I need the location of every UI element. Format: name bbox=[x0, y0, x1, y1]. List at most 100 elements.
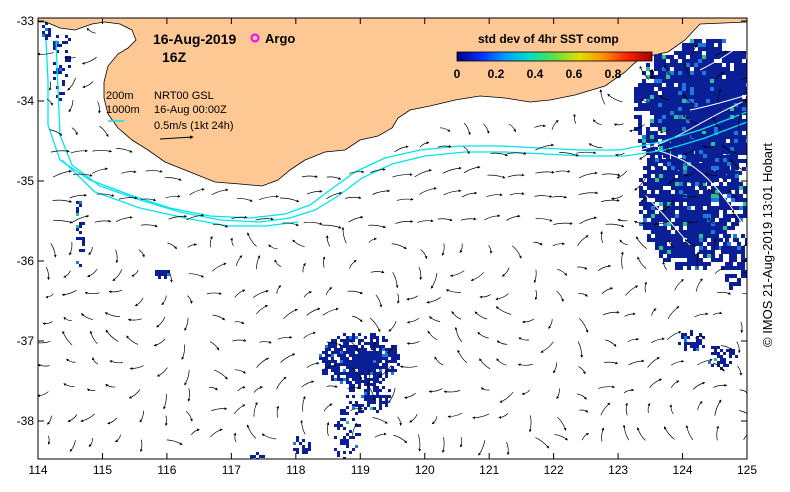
sst-pixel bbox=[710, 171, 714, 175]
sst-pixel bbox=[349, 339, 352, 342]
sst-pixel bbox=[397, 357, 400, 360]
sst-pixel bbox=[385, 363, 388, 366]
sst-pixel bbox=[679, 182, 683, 186]
current-vector-arrow bbox=[283, 308, 298, 320]
sst-pixel bbox=[76, 213, 79, 216]
sst-pixel bbox=[53, 47, 56, 50]
sst-pixel bbox=[706, 71, 710, 75]
sst-pixel bbox=[675, 206, 679, 210]
current-vector-arrow bbox=[742, 76, 747, 81]
sst-pixel bbox=[352, 404, 355, 407]
sst-pixel bbox=[718, 87, 722, 91]
sst-pixel bbox=[683, 178, 687, 182]
sst-pixel bbox=[302, 448, 305, 451]
sst-pixel bbox=[358, 342, 361, 345]
sst-pixel bbox=[650, 123, 654, 127]
sst-pixel bbox=[674, 51, 678, 55]
sst-pixel bbox=[646, 63, 650, 67]
current-vector-arrow bbox=[578, 293, 588, 297]
sst-pixel bbox=[683, 230, 687, 234]
sst-pixel bbox=[346, 442, 349, 445]
sst-pixel bbox=[679, 202, 683, 206]
sst-pixel bbox=[352, 354, 355, 357]
sst-pixel bbox=[355, 354, 358, 357]
sst-pixel bbox=[666, 143, 670, 147]
sst-pixel bbox=[646, 99, 650, 103]
sst-pixel bbox=[667, 146, 671, 150]
sst-pixel bbox=[687, 262, 691, 266]
sst-pixel bbox=[698, 55, 702, 59]
sst-pixel bbox=[643, 218, 647, 222]
sst-pixel bbox=[670, 115, 674, 119]
sst-pixel bbox=[686, 127, 690, 131]
sst-pixel bbox=[340, 372, 343, 375]
sst-pixel bbox=[349, 360, 352, 363]
sst-pixel bbox=[726, 119, 730, 123]
sst-pixel bbox=[42, 25, 45, 28]
sst-pixel bbox=[711, 218, 715, 222]
x-tick-label: 123 bbox=[608, 463, 628, 477]
current-vector-arrow bbox=[593, 119, 602, 126]
sst-pixel bbox=[742, 103, 746, 107]
sst-pixel bbox=[373, 378, 376, 381]
sst-pixel bbox=[686, 59, 690, 63]
sst-pixel bbox=[650, 107, 654, 111]
current-vector-arrow bbox=[449, 270, 465, 278]
current-vector-arrow bbox=[507, 173, 525, 178]
sst-pixel bbox=[715, 194, 719, 198]
sst-pixel bbox=[718, 115, 722, 119]
sst-pixel bbox=[698, 87, 702, 91]
sst-pixel bbox=[373, 375, 376, 378]
sst-pixel bbox=[687, 166, 691, 170]
current-vector-arrow bbox=[683, 172, 695, 177]
sst-pixel bbox=[367, 404, 370, 407]
current-vector-arrow bbox=[443, 189, 462, 196]
sst-pixel bbox=[364, 369, 367, 372]
sst-pixel bbox=[719, 174, 723, 178]
sst-pixel bbox=[391, 348, 394, 351]
current-vector-arrow bbox=[126, 335, 139, 345]
sst-pixel bbox=[707, 190, 711, 194]
sst-pixel bbox=[719, 186, 723, 190]
sst-pixel bbox=[719, 146, 723, 150]
sst-pixel bbox=[349, 336, 352, 339]
sst-pixel bbox=[646, 131, 650, 135]
sst-pixel bbox=[696, 345, 699, 348]
sst-pixel bbox=[722, 107, 726, 111]
sst-pixel bbox=[367, 369, 370, 372]
sst-pixel bbox=[710, 63, 714, 67]
sst-pixel bbox=[715, 162, 719, 166]
sst-pixel bbox=[675, 186, 679, 190]
sst-pixel bbox=[670, 99, 674, 103]
sst-pixel bbox=[699, 250, 703, 254]
current-vector-arrow bbox=[165, 194, 181, 199]
sst-pixel bbox=[674, 59, 678, 63]
sst-pixel bbox=[694, 91, 698, 95]
sst-pixel bbox=[76, 225, 79, 228]
sst-pixel bbox=[655, 242, 659, 246]
sst-pixel bbox=[349, 363, 352, 366]
sst-pixel bbox=[749, 254, 753, 258]
sst-pixel bbox=[711, 352, 714, 355]
sst-pixel bbox=[715, 158, 719, 162]
sst-pixel bbox=[723, 206, 727, 210]
sst-pixel bbox=[750, 147, 754, 151]
sst-pixel bbox=[702, 71, 706, 75]
sst-pixel bbox=[731, 206, 735, 210]
sst-pixel bbox=[698, 143, 702, 147]
sst-pixel bbox=[385, 354, 388, 357]
sst-pixel bbox=[667, 178, 671, 182]
sst-pixel bbox=[322, 360, 325, 363]
sst-pixel bbox=[666, 103, 670, 107]
sst-pixel bbox=[358, 366, 361, 369]
current-vector-arrow bbox=[683, 150, 693, 156]
sst-pixel bbox=[679, 178, 683, 182]
sst-pixel bbox=[682, 67, 686, 71]
y-tick-label: -35 bbox=[17, 174, 35, 188]
sst-pixel bbox=[646, 75, 650, 79]
sst-pixel bbox=[352, 375, 355, 378]
sst-pixel bbox=[698, 43, 702, 47]
sst-pixel bbox=[715, 206, 719, 210]
sst-pixel bbox=[662, 99, 666, 103]
sst-pixel bbox=[707, 166, 711, 170]
